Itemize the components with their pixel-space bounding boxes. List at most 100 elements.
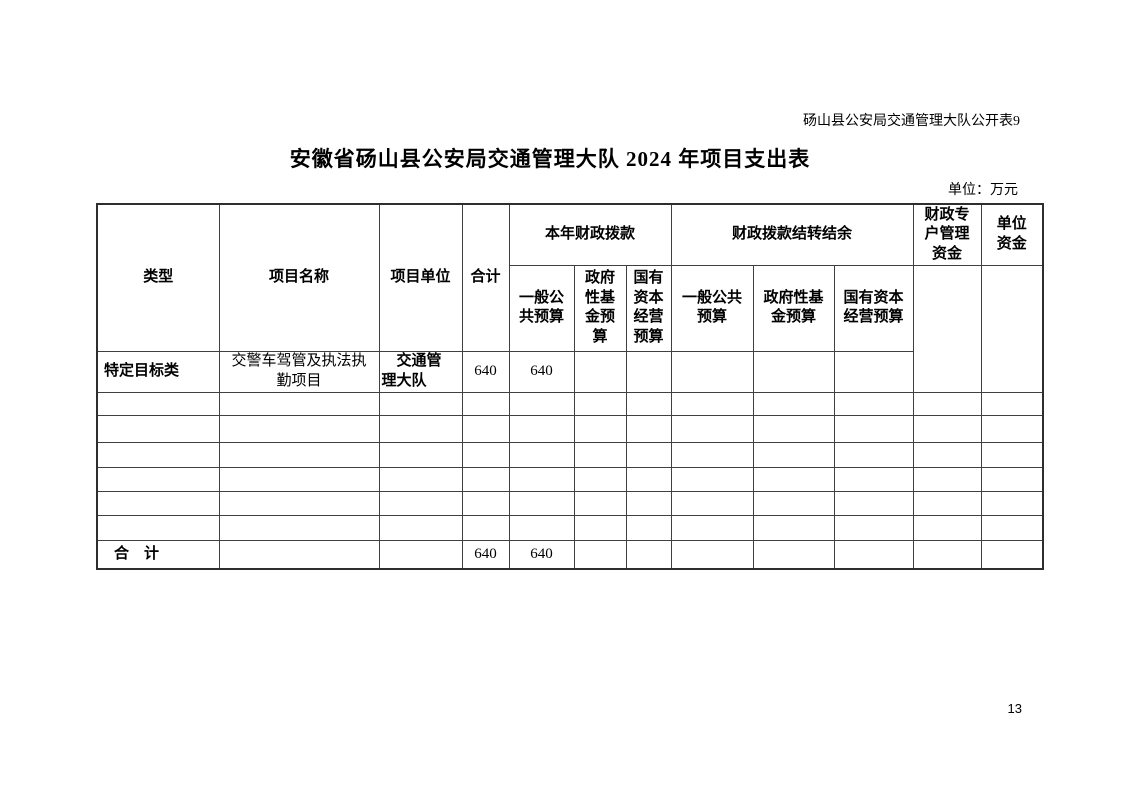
unit-label: 单位：万元 <box>948 183 1018 198</box>
cell-co-state-capital <box>833 539 914 570</box>
group-header-current-year-appropriation: 本年财政拨款 <box>508 203 672 266</box>
cell-total: 640 <box>461 350 510 393</box>
cell-cy-general <box>508 414 575 443</box>
table-header-row-2: 一般公 共预算 政府 性基 金预 算 国有 资本 经营 预算 一般公共 预算 政… <box>97 264 1044 393</box>
cell-fiscal-special <box>912 441 982 468</box>
cell-type: 特定目标类 <box>96 350 220 393</box>
cell-co-gov-fund <box>752 350 835 393</box>
cell-type <box>96 391 220 416</box>
cell-co-state-capital <box>833 414 914 443</box>
cell-fiscal-special-merged <box>912 264 982 393</box>
cell-cy-gov-fund <box>573 514 627 541</box>
cell-co-general <box>670 514 754 541</box>
cell-project-unit <box>378 414 463 443</box>
cell-unit-funds-merged <box>980 264 1044 393</box>
cell-project-name: 交警车驾管及执法执 勤项目 <box>218 350 380 393</box>
cell-total: 640 <box>461 539 510 570</box>
cell-project-unit <box>378 490 463 516</box>
cell-co-general <box>670 414 754 443</box>
cell-total <box>461 441 510 468</box>
cell-co-gov-fund <box>752 514 835 541</box>
cell-project-unit <box>378 466 463 492</box>
cell-total <box>461 490 510 516</box>
table-empty-row <box>96 490 1044 516</box>
table-empty-row <box>96 514 1044 541</box>
table-total-row: 合 计 640 640 <box>96 539 1044 570</box>
cell-cy-state-capital <box>625 350 672 393</box>
cell-cy-state-capital <box>625 466 672 492</box>
cell-cy-gov-fund <box>573 490 627 516</box>
cell-co-general <box>670 441 754 468</box>
cell-cy-gov-fund <box>573 441 627 468</box>
cell-cy-state-capital <box>625 441 672 468</box>
col-header-project-name: 项目名称 <box>218 203 380 352</box>
cell-cy-state-capital <box>625 391 672 416</box>
table-empty-row <box>96 466 1044 492</box>
cell-co-state-capital <box>833 514 914 541</box>
col-header-project-unit: 项目单位 <box>378 203 463 352</box>
cell-total <box>461 391 510 416</box>
table-empty-row <box>96 441 1044 468</box>
document-content: 砀山县公安局交通管理大队公开表9 安徽省砀山县公安局交通管理大队 2024 年项… <box>96 0 1044 716</box>
cell-total <box>461 514 510 541</box>
cell-unit-funds <box>980 490 1044 516</box>
cell-unit-funds <box>980 514 1044 541</box>
col-header-fiscal-special-account: 财政专 户管理 资金 <box>912 203 982 266</box>
cell-cy-general <box>508 514 575 541</box>
cell-fiscal-special <box>912 391 982 416</box>
cell-co-state-capital <box>833 466 914 492</box>
cell-co-general <box>670 466 754 492</box>
cell-fiscal-special <box>912 514 982 541</box>
table-header-row-1: 类型 项目名称 项目单位 合计 本年财政拨款 财政拨款结转结余 财政专 户管理 … <box>96 203 1044 352</box>
cell-type <box>96 490 220 516</box>
cell-cy-gov-fund <box>573 350 627 393</box>
cell-total <box>461 466 510 492</box>
cell-unit-funds <box>980 441 1044 468</box>
cell-co-gov-fund <box>752 391 835 416</box>
cell-project-name <box>218 441 380 468</box>
cell-project-name <box>218 391 380 416</box>
cell-cy-state-capital <box>625 514 672 541</box>
cell-type <box>96 414 220 443</box>
cell-co-state-capital <box>833 350 914 393</box>
page-number: 13 <box>1007 701 1022 716</box>
cell-cy-general <box>508 490 575 516</box>
col-header-type: 类型 <box>96 203 220 352</box>
cell-cy-general: 640 <box>508 539 575 570</box>
cell-cy-gov-fund <box>573 414 627 443</box>
cell-co-gov-fund <box>752 441 835 468</box>
subcol-header-co-general-budget: 一般公共 预算 <box>670 264 754 352</box>
cell-project-name <box>218 514 380 541</box>
doc-note: 砀山县公安局交通管理大队公开表9 <box>803 114 1020 129</box>
cell-project-unit <box>378 539 463 570</box>
cell-fiscal-special <box>912 490 982 516</box>
cell-fiscal-special <box>912 466 982 492</box>
cell-cy-state-capital <box>625 490 672 516</box>
cell-cy-general <box>508 466 575 492</box>
table-empty-row <box>96 391 1044 416</box>
subcol-header-cy-gov-fund-budget: 政府 性基 金预 算 <box>573 264 627 352</box>
cell-co-state-capital <box>833 441 914 468</box>
cell-co-state-capital <box>833 490 914 516</box>
cell-cy-gov-fund <box>573 539 627 570</box>
page-title: 安徽省砀山县公安局交通管理大队 2024 年项目支出表 <box>289 147 811 171</box>
cell-cy-general <box>508 441 575 468</box>
cell-co-gov-fund <box>752 490 835 516</box>
cell-cy-state-capital <box>625 539 672 570</box>
cell-cy-general <box>508 391 575 416</box>
cell-project-unit <box>378 391 463 416</box>
cell-type <box>96 441 220 468</box>
cell-project-unit: 交通管 理大队 <box>378 350 463 393</box>
cell-cy-gov-fund <box>573 391 627 416</box>
cell-project-unit <box>378 441 463 468</box>
cell-project-name <box>218 539 380 570</box>
subcol-header-cy-state-capital-budget: 国有 资本 经营 预算 <box>625 264 672 352</box>
cell-total <box>461 414 510 443</box>
cell-fiscal-special <box>912 414 982 443</box>
table-data-row: 特定目标类 交警车驾管及执法执 勤项目 交通管 理大队 640 640 <box>96 350 1043 393</box>
cell-total-label: 合 计 <box>96 539 220 570</box>
cell-type <box>96 466 220 492</box>
cell-co-gov-fund <box>752 414 835 443</box>
cell-project-name <box>218 490 380 516</box>
